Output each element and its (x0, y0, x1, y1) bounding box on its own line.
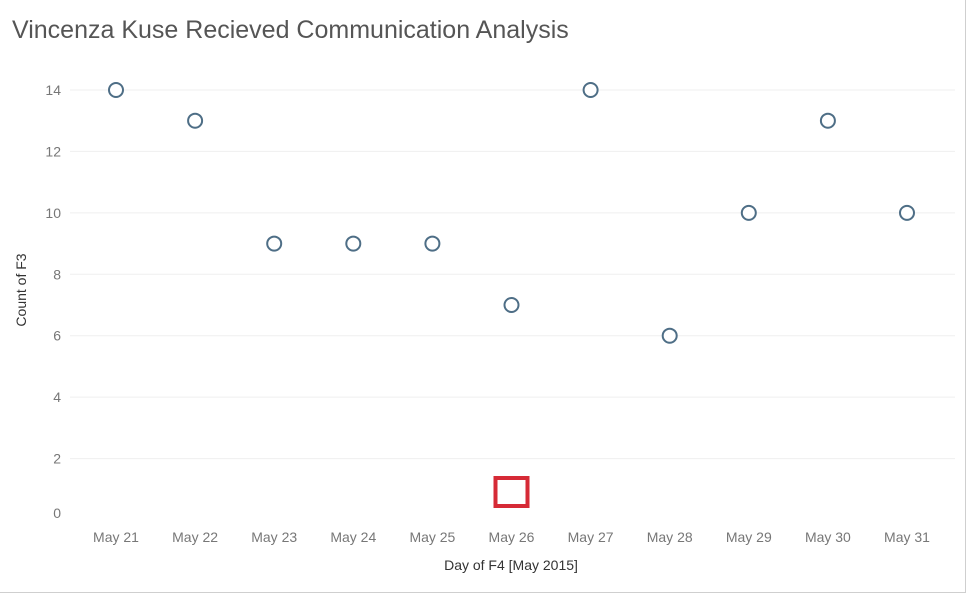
chart-title: Vincenza Kuse Recieved Communication Ana… (12, 16, 569, 44)
y-tick-label: 6 (53, 328, 61, 344)
y-tick-label: 4 (53, 389, 61, 405)
x-axis-title: Day of F4 [May 2015] (444, 557, 578, 573)
data-point[interactable] (345, 235, 362, 252)
data-point[interactable] (266, 235, 283, 252)
grid-lines (70, 89, 955, 460)
data-point[interactable] (187, 112, 204, 129)
y-tick-label: 14 (45, 82, 61, 98)
y-tick-label: 12 (45, 143, 61, 159)
y-axis-ticks: 0 2 4 6 8 10 12 14 (45, 82, 61, 521)
x-tick-label: May 22 (172, 529, 218, 545)
y-tick-label: 0 (53, 505, 61, 521)
data-point[interactable] (740, 204, 757, 221)
y-tick-label: 8 (53, 266, 61, 282)
data-point[interactable] (424, 235, 441, 252)
data-point[interactable] (661, 327, 678, 344)
x-tick-label: May 30 (805, 529, 851, 545)
x-tick-label: May 26 (489, 529, 535, 545)
x-tick-label: May 31 (884, 529, 930, 545)
data-point[interactable] (503, 297, 520, 313)
x-tick-label: May 28 (647, 529, 693, 545)
data-point[interactable] (108, 82, 124, 98)
x-axis-ticks: May 21 May 22 May 23 May 24 May 25 May 26 May … (93, 529, 930, 545)
data-point[interactable] (582, 82, 599, 98)
y-tick-label: 2 (53, 451, 61, 467)
x-tick-label: May 29 (726, 529, 772, 545)
y-axis-title: Count of F3 (13, 253, 29, 326)
x-tick-label: May 24 (330, 529, 376, 545)
highlight-layer (493, 476, 530, 508)
highlight-square (493, 476, 530, 508)
data-point[interactable] (899, 204, 915, 221)
x-tick-label: May 27 (568, 529, 614, 545)
data-point[interactable] (819, 112, 836, 129)
x-tick-label: May 25 (409, 529, 455, 545)
x-tick-label: May 23 (251, 529, 297, 545)
y-tick-label: 10 (45, 205, 61, 221)
data-points (108, 82, 915, 344)
x-tick-label: May 21 (93, 529, 139, 545)
